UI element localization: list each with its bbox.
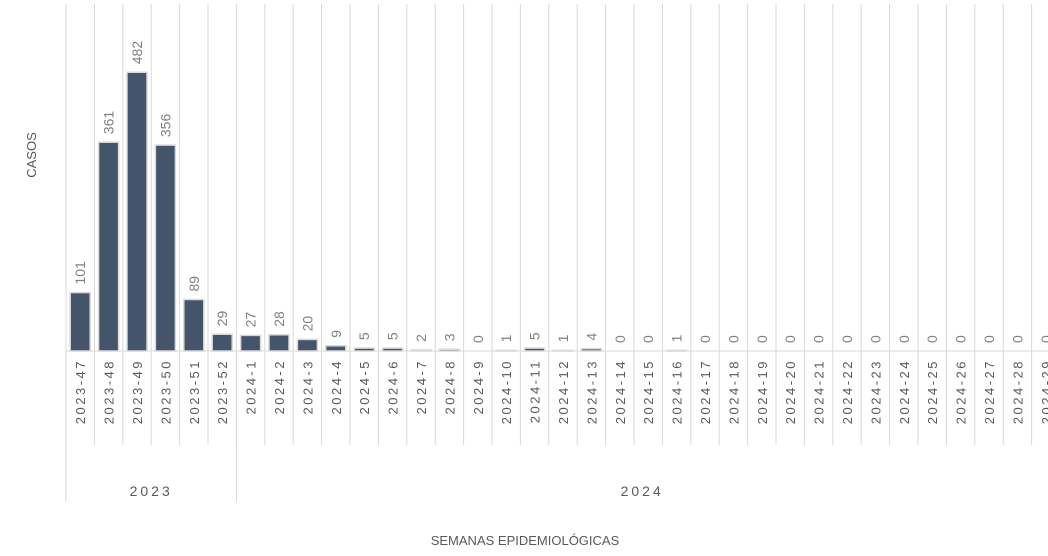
group-label: 2024 [621, 483, 664, 499]
data-label: 0 [924, 335, 940, 343]
x-tick-label: 2023-50 [158, 359, 173, 424]
x-tick-label: 2024-27 [982, 359, 997, 424]
data-label: 0 [839, 335, 855, 343]
data-label: 1 [555, 334, 571, 342]
x-tick-label: 2024-1 [244, 359, 259, 414]
x-tick-label: 2024-20 [783, 359, 798, 424]
data-label: 0 [1038, 335, 1048, 343]
y-axis-title: CASOS [24, 132, 39, 178]
data-label: 4 [583, 333, 599, 341]
bar [495, 349, 517, 352]
data-label: 2 [413, 334, 429, 342]
bar [268, 334, 290, 352]
x-tick-label: 2023-47 [73, 359, 88, 424]
bar [296, 338, 319, 352]
data-label: 0 [725, 335, 741, 343]
data-label: 28 [271, 311, 287, 327]
x-tick-label: 2024-12 [556, 359, 571, 424]
data-label: 9 [328, 330, 344, 338]
data-label: 0 [640, 335, 656, 343]
data-label: 5 [356, 332, 372, 340]
bar [552, 349, 574, 352]
bar [126, 71, 148, 352]
x-tick-label: 2024-17 [698, 359, 713, 424]
bar [381, 347, 404, 352]
group-label: 2023 [130, 483, 173, 499]
data-label: 3 [441, 333, 457, 341]
data-label: 0 [811, 335, 827, 343]
data-label: 0 [697, 335, 713, 343]
bar [325, 345, 347, 352]
x-tick-label: 2024-16 [670, 359, 685, 424]
x-tick-label: 2024-26 [954, 359, 969, 424]
x-tick-label: 2024-6 [386, 359, 401, 414]
x-tick-label: 2024-9 [471, 359, 486, 414]
bar [580, 347, 603, 352]
x-tick-label: 2023-48 [102, 359, 117, 424]
x-tick-label: 2024-15 [641, 359, 656, 424]
x-tick-label: 2023-51 [187, 359, 202, 424]
data-label: 20 [299, 316, 315, 332]
x-tick-label: 2024-11 [528, 359, 543, 423]
x-tick-label: 2024-14 [613, 359, 628, 424]
x-tick-label: 2024-10 [499, 359, 514, 424]
x-tick-label: 2024-24 [897, 359, 912, 424]
x-tick-label: 2024-8 [442, 359, 457, 414]
data-label: 101 [72, 261, 88, 285]
data-label: 27 [243, 312, 259, 328]
bar [154, 144, 177, 352]
bar [239, 334, 262, 352]
data-label: 89 [186, 276, 202, 292]
data-label: 0 [1009, 335, 1025, 343]
data-label: 5 [385, 332, 401, 340]
data-label: 0 [867, 335, 883, 343]
x-tick-label: 2023-49 [130, 359, 145, 424]
bar [438, 348, 461, 352]
data-label: 356 [157, 114, 173, 138]
bar [183, 298, 205, 352]
bar [353, 347, 375, 352]
x-tick-label: 2024-21 [812, 359, 827, 424]
bar [97, 141, 120, 352]
x-tick-label: 2024-5 [357, 359, 372, 414]
data-label: 29 [214, 310, 230, 326]
data-label: 1 [669, 334, 685, 342]
data-label: 361 [101, 111, 117, 135]
data-label: 0 [470, 335, 486, 343]
x-tick-label: 2024-2 [272, 359, 287, 414]
x-tick-label: 2024-19 [755, 359, 770, 424]
data-label: 0 [754, 335, 770, 343]
bar [410, 349, 432, 352]
x-tick-label: 2024-3 [300, 359, 315, 414]
x-tick-label: 2024-13 [584, 359, 599, 424]
x-tick-label: 2024-18 [726, 359, 741, 424]
data-label: 0 [896, 335, 912, 343]
bar [69, 291, 91, 352]
x-tick-label: 2024-22 [840, 359, 855, 424]
data-label: 0 [612, 335, 628, 343]
data-label: 1 [498, 334, 514, 342]
data-label: 0 [981, 335, 997, 343]
x-tick-label: 2024-25 [925, 359, 940, 424]
bar [523, 347, 546, 352]
data-label: 482 [129, 41, 145, 65]
x-tick-label: 2023-52 [215, 359, 230, 424]
bar [665, 349, 688, 352]
x-tick-label: 2024-28 [1010, 359, 1025, 424]
data-label: 0 [782, 335, 798, 343]
x-axis-title: SEMANAS EPIDEMIOLÓGICAS [431, 533, 620, 548]
x-tick-label: 2024-23 [868, 359, 883, 424]
x-tick-label: 2024-4 [329, 359, 344, 414]
x-tick-label: 2024-7 [414, 359, 429, 414]
bar [211, 333, 233, 352]
data-label: 5 [527, 332, 543, 340]
x-tick-label: 2024-29 [1039, 359, 1048, 424]
data-label: 0 [953, 335, 969, 343]
